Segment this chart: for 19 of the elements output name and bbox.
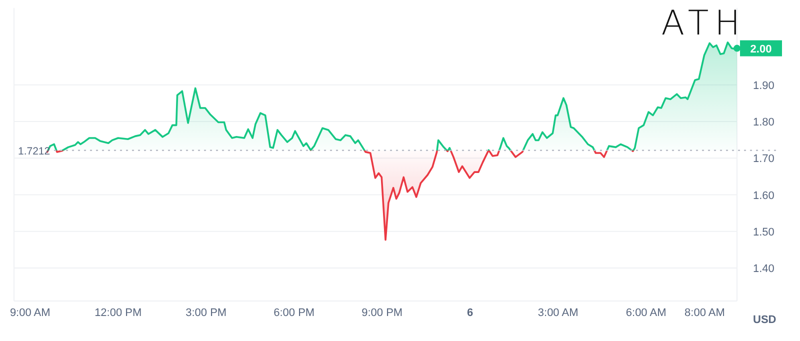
y-tick-label: 1.40	[753, 263, 774, 276]
x-tick-label: 12:00 PM	[94, 307, 142, 319]
y-tick-label: 1.90	[753, 80, 774, 92]
x-tick-label: 6:00 PM	[274, 307, 315, 319]
x-tick-label: 3:00 AM	[538, 307, 578, 319]
y-tick-label: 1.60	[753, 190, 774, 202]
x-tick-label: 6	[467, 307, 474, 319]
x-tick-label: 8:00 AM	[684, 307, 725, 319]
x-tick-label: 9:00 PM	[362, 307, 403, 319]
ref-line-label: 1.7212	[18, 145, 50, 158]
x-tick-label: 6:00 AM	[626, 307, 666, 319]
y-tick-label: 1.50	[753, 226, 774, 238]
x-tick-label: 9:00 AM	[10, 307, 50, 319]
y-tick-label: 1.70	[753, 153, 774, 166]
y-axis-title: USD	[753, 314, 776, 326]
annotation: ATH	[661, 3, 746, 44]
y-tick-label: 1.80	[753, 116, 774, 129]
x-tick-label: 3:00 PM	[186, 307, 227, 319]
annotation: 2.00	[750, 43, 772, 56]
